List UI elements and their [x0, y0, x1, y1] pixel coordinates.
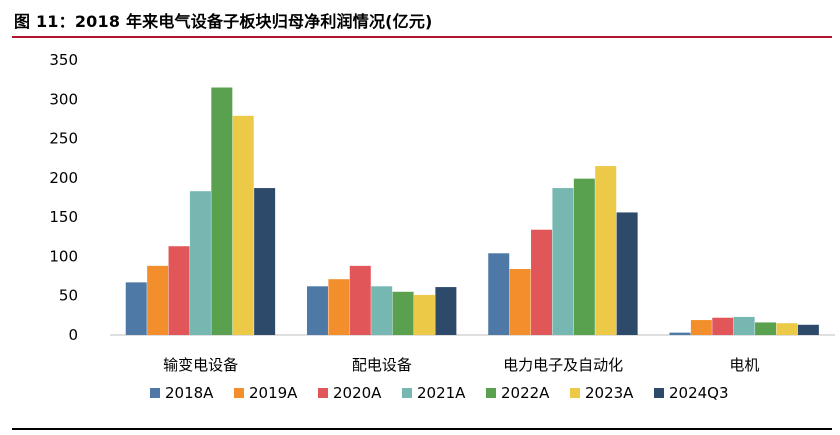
bar-2021A-2: [552, 188, 574, 335]
bar-2023A-0: [232, 115, 254, 335]
bar-2019A-2: [509, 269, 531, 335]
bar-2018A-2: [488, 253, 510, 335]
bar-2021A-1: [371, 286, 393, 335]
bar-2022A-0: [211, 87, 233, 335]
bar-2023A-1: [413, 294, 435, 335]
bar-2020A-1: [349, 265, 371, 335]
legend-label: 2020A: [333, 384, 382, 402]
x-axis-labels: 输变电设备 配电设备 电力电子及自动化 电机: [163, 356, 759, 374]
y-tick-label: 300: [49, 90, 78, 108]
legend-swatch: [150, 388, 160, 398]
y-tick-label: 100: [49, 247, 78, 265]
bar-2021A-3: [733, 316, 755, 335]
bar-2018A-3: [669, 332, 691, 335]
legend-swatch: [318, 388, 328, 398]
bar-2018A-0: [125, 282, 147, 335]
bar-2020A-0: [168, 246, 190, 335]
legend-label: 2019A: [249, 384, 298, 402]
bar-2024Q3-3: [797, 324, 819, 335]
legend-label: 2023A: [585, 384, 634, 402]
bar-2020A-3: [712, 317, 734, 335]
bar-2018A-1: [306, 286, 328, 335]
y-tick-label: 0: [68, 326, 78, 344]
legend-swatch: [654, 388, 664, 398]
y-tick-label: 50: [59, 287, 78, 305]
bars: [125, 87, 819, 335]
bar-2024Q3-0: [254, 188, 276, 335]
bar-2024Q3-1: [435, 287, 457, 335]
legend-swatch: [402, 388, 412, 398]
bar-2020A-2: [531, 229, 553, 335]
y-tick-label: 150: [49, 208, 78, 226]
bar-2023A-3: [776, 323, 798, 335]
bar-2023A-2: [595, 166, 617, 335]
y-tick-label: 250: [49, 130, 78, 148]
legend-label: 2018A: [165, 384, 214, 402]
x-tick-label: 配电设备: [352, 356, 412, 374]
y-tick-label: 350: [49, 51, 78, 69]
y-axis-ticks: 0 50 100 150 200 250 300 350: [49, 51, 78, 344]
legend-label: 2021A: [417, 384, 466, 402]
bar-2022A-3: [755, 322, 777, 335]
title-rule: [12, 36, 832, 38]
legend-swatch: [486, 388, 496, 398]
x-tick-label: 电力电子及自动化: [503, 356, 623, 374]
chart-area: 0 50 100 150 200 250 300 350 输变电设备 配电设备 电力电子及自动化 电…: [0, 40, 840, 420]
legend-label: 2022A: [501, 384, 550, 402]
legend-swatch: [570, 388, 580, 398]
figure-title: 图 11：2018 年来电气设备子板块归母净利润情况(亿元): [14, 12, 433, 31]
bar-2019A-3: [690, 320, 712, 335]
bar-2022A-2: [573, 178, 595, 335]
legend-label: 2024Q3: [669, 384, 729, 402]
x-tick-label: 输变电设备: [163, 356, 238, 374]
bottom-rule: [12, 428, 832, 430]
bar-2024Q3-2: [616, 212, 638, 335]
bar-2019A-0: [147, 265, 169, 335]
bar-2021A-0: [189, 191, 211, 335]
legend: 2018A 2019A 2020A 2021A 2022A 2023A 2024Q3: [150, 384, 729, 402]
figure-header: 图 11：2018 年来电气设备子板块归母净利润情况(亿元): [0, 0, 840, 40]
y-tick-label: 200: [49, 169, 78, 187]
bar-chart: 0 50 100 150 200 250 300 350 输变电设备 配电设备 电力电子及自动化 电…: [49, 51, 835, 402]
bar-2019A-1: [328, 279, 350, 335]
legend-swatch: [234, 388, 244, 398]
bar-2022A-1: [392, 291, 414, 335]
x-tick-label: 电机: [729, 356, 759, 374]
